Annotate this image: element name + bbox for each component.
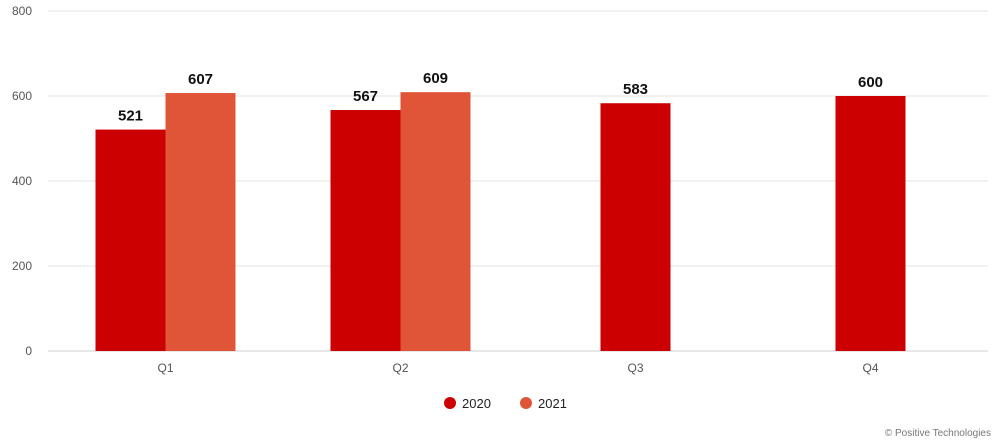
copyright-notice: © Positive Technologies bbox=[884, 428, 991, 439]
data-label: 609 bbox=[423, 70, 448, 87]
y-tick-label: 200 bbox=[12, 259, 32, 273]
legend-marker-2021 bbox=[520, 397, 532, 409]
legend: 2020 2021 bbox=[444, 396, 567, 411]
x-tick-label: Q3 bbox=[627, 361, 643, 375]
legend-label-2020: 2020 bbox=[462, 396, 491, 411]
bar-2021-Q2 bbox=[400, 92, 471, 352]
y-tick-label: 400 bbox=[12, 174, 32, 188]
data-label: 600 bbox=[858, 74, 883, 91]
data-label: 583 bbox=[623, 81, 648, 98]
bars bbox=[95, 92, 906, 352]
bar-2020-Q2 bbox=[330, 110, 401, 352]
bar-2020-Q3 bbox=[600, 103, 671, 351]
y-tick-label: 800 bbox=[12, 4, 32, 18]
y-tick-label: 0 bbox=[25, 344, 32, 358]
legend-label-2021: 2021 bbox=[538, 396, 567, 411]
x-axis-ticks: Q1 Q2 Q3 Q4 bbox=[157, 361, 878, 375]
legend-marker-2020 bbox=[444, 397, 456, 409]
data-label: 521 bbox=[118, 108, 143, 125]
data-label: 567 bbox=[353, 88, 378, 105]
data-label: 607 bbox=[188, 71, 213, 88]
bar-2020-Q4 bbox=[835, 96, 906, 351]
x-tick-label: Q1 bbox=[157, 361, 173, 375]
x-tick-label: Q2 bbox=[392, 361, 408, 375]
y-axis-ticks: 0 200 400 600 800 bbox=[12, 4, 32, 358]
bar-2020-Q1 bbox=[95, 129, 166, 351]
x-tick-label: Q4 bbox=[862, 361, 878, 375]
data-labels: 521 607 567 609 583 600 bbox=[118, 70, 883, 124]
y-tick-label: 600 bbox=[12, 89, 32, 103]
bar-2021-Q1 bbox=[165, 93, 236, 352]
